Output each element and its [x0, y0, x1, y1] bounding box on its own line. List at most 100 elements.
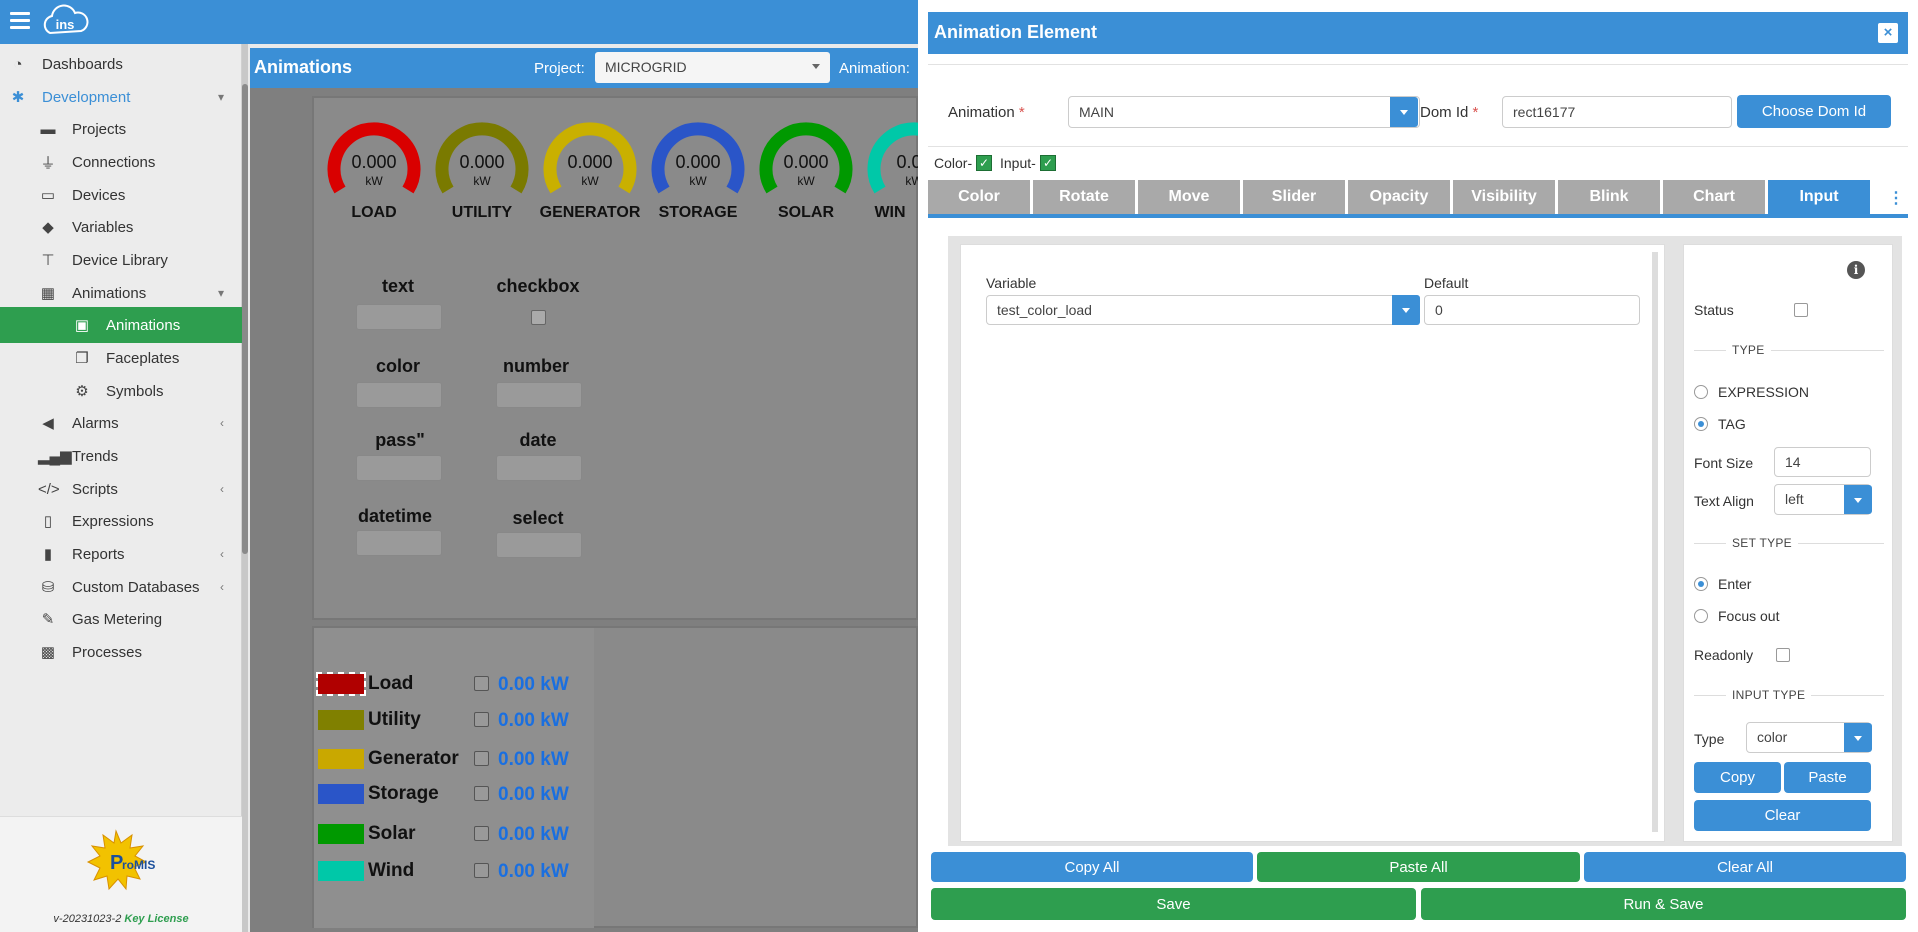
- tag-radio[interactable]: [1694, 417, 1708, 431]
- tab-rotate[interactable]: Rotate: [1033, 180, 1135, 214]
- default-input[interactable]: 0: [1424, 295, 1640, 325]
- sidebar-item-processes[interactable]: ▩ Processes: [0, 634, 242, 670]
- info-icon[interactable]: i: [1847, 261, 1865, 279]
- font-size-input[interactable]: 14: [1774, 447, 1871, 477]
- sidebar-item-connections[interactable]: ⏚ Connections: [0, 144, 242, 180]
- tab-input[interactable]: Input: [1768, 180, 1870, 214]
- tab-chart[interactable]: Chart: [1663, 180, 1765, 214]
- animation-label: Animation:: [839, 60, 910, 77]
- sidebar-item-alarms[interactable]: ◀ Alarms ‹: [0, 405, 242, 441]
- tab-color[interactable]: Color: [928, 180, 1030, 214]
- legend-swatch: [318, 749, 364, 769]
- legend-checkbox[interactable]: [474, 826, 489, 841]
- sidebar-item-symbols[interactable]: ⚙ Symbols: [0, 373, 242, 409]
- focus-out-radio[interactable]: [1694, 609, 1708, 623]
- input-type-dropdown-button[interactable]: [1844, 723, 1872, 752]
- gauge-value: 0.000: [675, 152, 721, 172]
- control-number-label: number: [502, 356, 569, 376]
- sidebar-item-variables[interactable]: ◆ Variables: [0, 209, 242, 245]
- sidebar-item-devices[interactable]: ▭ Devices: [0, 177, 242, 213]
- sidebar-item-scripts[interactable]: </> Scripts ‹: [38, 480, 224, 498]
- dom-id-input[interactable]: rect16177: [1502, 96, 1732, 128]
- animation-select[interactable]: MAIN: [1068, 96, 1420, 128]
- control-checkbox[interactable]: [531, 310, 546, 325]
- app-logo[interactable]: ins: [40, 3, 90, 41]
- file-icon: ▮: [43, 546, 53, 563]
- variable-dropdown-button[interactable]: [1392, 295, 1420, 325]
- svg-text:P: P: [110, 852, 123, 874]
- sidebar-item-gas-metering[interactable]: ✎ Gas Metering: [0, 601, 242, 637]
- save-button[interactable]: Save: [931, 888, 1416, 920]
- top-bar: ins: [0, 0, 918, 44]
- expression-radio[interactable]: [1694, 385, 1708, 399]
- legend-checkbox[interactable]: [474, 786, 489, 801]
- run-and-save-button[interactable]: Run & Save: [1421, 888, 1906, 920]
- color-flag-checkbox[interactable]: ✓: [976, 155, 992, 171]
- status-checkbox[interactable]: [1794, 303, 1808, 317]
- sidebar-item-dashboards[interactable]: ◔ Dashboards: [0, 46, 242, 82]
- tab-blink[interactable]: Blink: [1558, 180, 1660, 214]
- sidebar-item-trends[interactable]: ▂▄▆ Trends: [38, 447, 119, 466]
- variable-select[interactable]: test_color_load: [986, 295, 1420, 325]
- legend-checkbox[interactable]: [474, 863, 489, 878]
- gauge-solar: 0.000 kW SOLAR: [756, 118, 856, 228]
- font-size-label: Font Size: [1694, 455, 1754, 471]
- project-select[interactable]: MICROGRID: [595, 52, 830, 83]
- control-pass-box[interactable]: [356, 455, 442, 481]
- text-align-dropdown-button[interactable]: [1844, 485, 1872, 514]
- sidebar-item-expressions[interactable]: ▯ Expressions: [0, 503, 242, 539]
- svg-text:roMIS: roMIS: [122, 858, 155, 872]
- copy-all-button[interactable]: Copy All: [931, 852, 1253, 882]
- sidebar-item-animations[interactable]: ▣ Animations: [0, 307, 242, 343]
- sidebar-item-device-library[interactable]: ⊤ Device Library: [0, 242, 242, 278]
- close-icon[interactable]: ×: [1878, 23, 1898, 43]
- hamburger-menu-icon[interactable]: [10, 12, 30, 30]
- legend-row-solar: Solar 0.00 kW: [318, 820, 588, 848]
- paste-all-button[interactable]: Paste All: [1257, 852, 1580, 882]
- legend-checkbox[interactable]: [474, 712, 489, 727]
- film-icon: ▦: [40, 285, 56, 302]
- variable-label: Variable: [986, 275, 1037, 291]
- legend-checkbox[interactable]: [474, 676, 489, 691]
- scrollbar-thumb[interactable]: [242, 84, 248, 554]
- signal-icon: ▂▄▆: [38, 448, 72, 465]
- enter-label: Enter: [1718, 576, 1752, 592]
- control-datetime-box[interactable]: [356, 530, 442, 556]
- readonly-checkbox[interactable]: [1776, 648, 1790, 662]
- copy-button[interactable]: Copy: [1694, 762, 1781, 793]
- control-color-box[interactable]: [356, 382, 442, 408]
- type-label: Type: [1694, 731, 1725, 747]
- gauge-value: 0.00: [896, 152, 918, 172]
- legend-row-utility: Utility 0.00 kW: [318, 706, 588, 734]
- control-text-box[interactable]: [356, 304, 442, 330]
- sidebar-item-faceplates[interactable]: ❐ Faceplates: [0, 340, 242, 376]
- enter-radio[interactable]: [1694, 577, 1708, 591]
- sidebar-scrollbar[interactable]: [242, 44, 248, 932]
- sidebar-footer: P roMIS v-20231023-2 Key License: [0, 816, 242, 932]
- clear-button[interactable]: Clear: [1694, 800, 1871, 831]
- tab-opacity[interactable]: Opacity: [1348, 180, 1450, 214]
- legend-checkbox[interactable]: [474, 751, 489, 766]
- control-select-box[interactable]: [496, 532, 582, 558]
- control-number-box[interactable]: [496, 382, 582, 408]
- tab-move[interactable]: Move: [1138, 180, 1240, 214]
- choose-dom-id-button[interactable]: Choose Dom Id: [1737, 95, 1891, 128]
- sidebar-item-reports[interactable]: ▮ Reports ‹: [0, 536, 242, 572]
- plug-icon: ⏚: [40, 154, 56, 172]
- caret-down-icon: [812, 64, 820, 69]
- sidebar-item-development[interactable]: ✱ Development ▾: [0, 79, 242, 115]
- animation-dropdown-button[interactable]: [1390, 97, 1418, 127]
- tab-visibility[interactable]: Visibility: [1453, 180, 1555, 214]
- sidebar-item-projects[interactable]: ▬ Projects: [0, 111, 242, 147]
- chevron-left-icon: ‹: [220, 547, 224, 561]
- input-flag-checkbox[interactable]: ✓: [1040, 155, 1056, 171]
- more-vertical-icon[interactable]: ⋮: [1888, 190, 1904, 207]
- tab-slider[interactable]: Slider: [1243, 180, 1345, 214]
- sidebar-item-custom-databases[interactable]: ⛁ Custom Databases ‹: [0, 569, 242, 605]
- sidebar-item-animations-group[interactable]: ▦ Animations ▾: [0, 275, 242, 311]
- legend-row-load: Load 0.00 kW: [316, 670, 588, 698]
- paste-button[interactable]: Paste: [1784, 762, 1871, 793]
- panel-scrollbar[interactable]: [1652, 252, 1658, 832]
- clear-all-button[interactable]: Clear All: [1584, 852, 1906, 882]
- control-date-box[interactable]: [496, 455, 582, 481]
